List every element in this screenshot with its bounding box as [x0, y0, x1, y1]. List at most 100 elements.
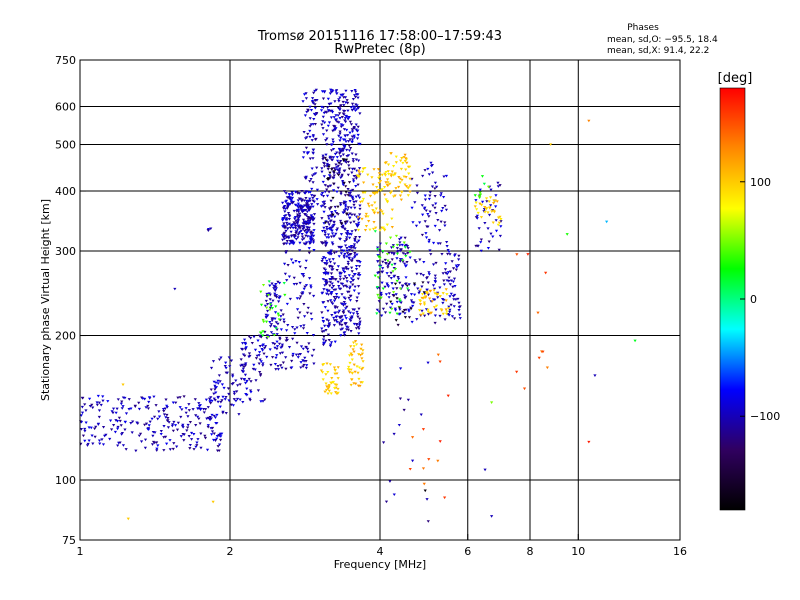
- data-point: [394, 234, 399, 238]
- data-point: [213, 416, 218, 419]
- data-point: [244, 362, 248, 366]
- data-point: [212, 438, 216, 442]
- data-point: [310, 203, 314, 206]
- data-point: [96, 422, 101, 426]
- data-point: [379, 293, 384, 297]
- data-point: [480, 203, 484, 207]
- data-point: [285, 223, 290, 227]
- data-point: [87, 426, 91, 429]
- data-point: [330, 265, 334, 269]
- data-point: [186, 426, 190, 430]
- data-point: [354, 177, 358, 180]
- data-point: [357, 171, 362, 174]
- data-point: [339, 203, 343, 207]
- data-point: [272, 333, 276, 337]
- data-point: [491, 235, 495, 239]
- data-point: [444, 174, 449, 178]
- data-point: [305, 210, 309, 214]
- data-point: [324, 244, 328, 248]
- data-point: [453, 293, 457, 297]
- data-point: [338, 117, 342, 120]
- data-point: [339, 191, 343, 194]
- data-point: [284, 234, 288, 238]
- data-point: [474, 216, 478, 219]
- data-point: [302, 303, 306, 306]
- data-point: [147, 428, 151, 431]
- data-point: [332, 182, 336, 186]
- data-point: [419, 272, 423, 276]
- data-point: [449, 292, 453, 296]
- data-point: [388, 480, 392, 483]
- data-point: [280, 234, 285, 237]
- data-point: [279, 364, 283, 367]
- data-point: [429, 253, 433, 256]
- data-point: [123, 420, 127, 424]
- data-point: [450, 260, 454, 263]
- data-point: [403, 246, 407, 249]
- data-point: [393, 173, 397, 176]
- data-point: [395, 250, 399, 254]
- chart-subtitle: RwPretec (8p): [334, 42, 425, 57]
- data-point: [294, 259, 298, 263]
- data-point: [325, 282, 329, 286]
- data-point: [350, 371, 354, 375]
- data-point: [358, 317, 362, 321]
- data-point: [189, 431, 194, 435]
- data-point: [192, 448, 196, 451]
- data-point: [292, 221, 296, 224]
- data-point: [304, 175, 308, 179]
- data-point: [344, 307, 348, 310]
- data-point: [420, 293, 425, 296]
- data-point: [162, 413, 167, 417]
- data-point: [350, 270, 354, 273]
- data-point: [139, 440, 144, 444]
- data-point: [350, 102, 355, 106]
- data-point: [311, 241, 316, 244]
- data-point: [374, 226, 378, 230]
- data-point: [330, 158, 334, 162]
- data-point: [325, 129, 329, 133]
- data-point: [323, 284, 327, 287]
- data-point: [301, 359, 305, 362]
- data-point: [152, 415, 157, 419]
- data-point: [413, 259, 417, 262]
- data-point: [80, 405, 84, 409]
- data-point: [389, 300, 393, 304]
- data-point: [311, 199, 315, 203]
- data-point: [440, 298, 445, 301]
- data-point: [292, 241, 296, 245]
- data-point: [307, 229, 311, 232]
- data-point: [378, 209, 383, 212]
- data-point: [441, 301, 445, 305]
- data-point: [496, 181, 500, 185]
- data-point: [335, 92, 339, 96]
- data-point: [336, 377, 340, 380]
- data-point: [346, 368, 350, 371]
- data-point: [227, 356, 231, 359]
- data-point: [331, 176, 335, 179]
- data-point: [304, 202, 309, 205]
- data-point: [295, 341, 299, 345]
- data-point: [285, 302, 289, 306]
- data-point: [257, 351, 262, 354]
- data-point: [337, 315, 342, 319]
- data-point: [344, 114, 348, 118]
- data-point: [309, 241, 313, 245]
- data-point: [282, 262, 287, 266]
- data-point: [338, 151, 342, 155]
- data-point: [324, 328, 328, 332]
- data-point: [327, 223, 331, 226]
- data-point: [143, 397, 147, 401]
- data-point: [398, 312, 402, 316]
- data-point: [345, 276, 349, 280]
- data-point: [587, 440, 591, 444]
- data-point: [150, 417, 154, 421]
- data-point: [352, 289, 356, 293]
- data-point: [396, 275, 400, 279]
- data-point: [346, 109, 350, 113]
- data-point: [273, 342, 277, 346]
- data-point: [270, 317, 274, 320]
- data-point: [377, 255, 381, 259]
- data-point: [360, 217, 364, 221]
